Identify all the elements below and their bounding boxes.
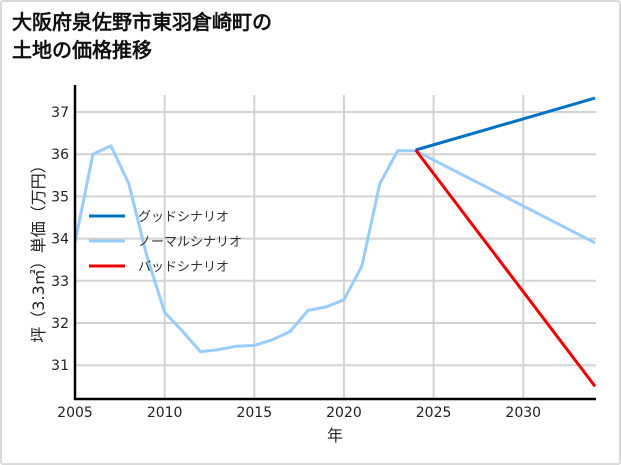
y-tick-label: 33 — [51, 274, 69, 290]
series-line-2 — [414, 149, 597, 388]
series-line-0 — [415, 96, 596, 152]
y-axis-label: 坪（3.3㎡）単価（万円） — [29, 157, 48, 342]
y-tick-label: 35 — [51, 189, 69, 205]
legend-label: グッドシナリオ — [138, 210, 229, 225]
x-axis-label: 年 — [327, 426, 343, 445]
x-tick-label: 2020 — [326, 405, 362, 421]
x-tick-label: 2010 — [147, 405, 183, 421]
x-tick-label: 2025 — [416, 405, 452, 421]
y-tick-label: 34 — [51, 232, 69, 248]
chart-title: 大阪府泉佐野市東羽倉崎町の 土地の価格推移 — [12, 8, 272, 64]
x-tick-label: 2015 — [236, 405, 272, 421]
series-line-1 — [73, 144, 596, 354]
legend-label: バッドシナリオ — [138, 260, 229, 275]
data-series — [73, 96, 597, 388]
y-tick-label: 32 — [51, 316, 69, 332]
grid-lines — [75, 95, 596, 399]
y-tick-label: 36 — [51, 147, 69, 163]
axes: 31 32 33 34 35 36 37 2005 2010 2015 2020 2025 2030 — [51, 85, 596, 421]
x-tick-label: 2030 — [505, 405, 541, 421]
legend-label: ノーマルシナリオ — [138, 235, 242, 250]
x-tick-label: 2005 — [57, 405, 93, 421]
title-line-1: 大阪府泉佐野市東羽倉崎町の — [12, 10, 272, 34]
title-line-2: 土地の価格推移 — [12, 38, 152, 62]
y-tick-label: 31 — [51, 358, 69, 374]
y-tick-label: 37 — [51, 105, 69, 121]
